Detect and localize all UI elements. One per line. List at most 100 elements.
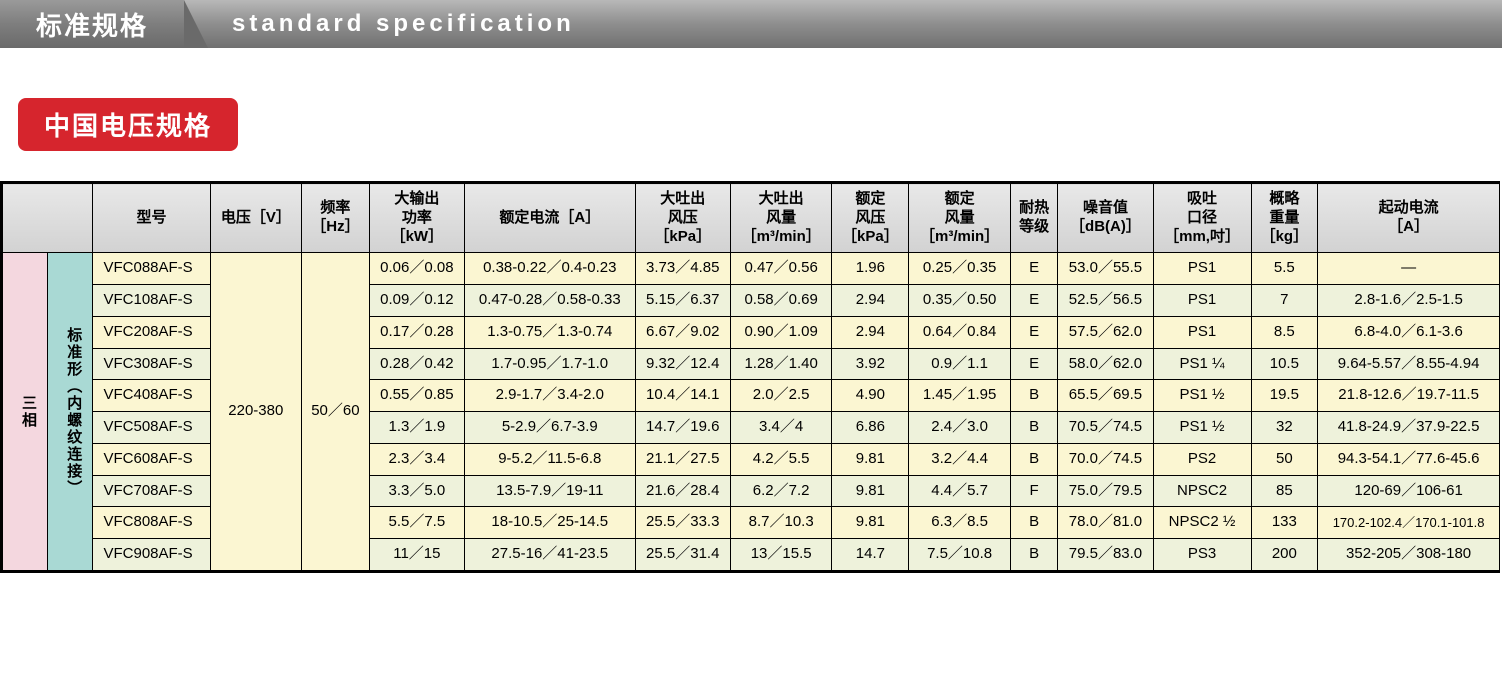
type-label: 标准形（内螺纹连接） xyxy=(48,253,93,572)
cell-power: 0.09／0.12 xyxy=(369,285,464,317)
cell-start: 21.8-12.6／19.7-11.5 xyxy=(1318,380,1500,412)
cell-heat: E xyxy=(1010,285,1057,317)
cell-start: — xyxy=(1318,253,1500,285)
cell-heat: B xyxy=(1010,539,1057,572)
cell-port: PS1 ½ xyxy=(1153,412,1251,444)
cell-current: 0.38-0.22／0.4-0.23 xyxy=(464,253,635,285)
col-freq: 频率［Hz］ xyxy=(302,183,370,253)
col-voltage: 电压［V］ xyxy=(210,183,302,253)
cell-power: 11／15 xyxy=(369,539,464,572)
cell-heat: B xyxy=(1010,443,1057,475)
cell-start: 41.8-24.9／37.9-22.5 xyxy=(1318,412,1500,444)
col-current: 额定电流［A］ xyxy=(464,183,635,253)
cell-model: VFC908AF-S xyxy=(93,539,210,572)
cell-model: VFC208AF-S xyxy=(93,316,210,348)
cell-power: 0.06／0.08 xyxy=(369,253,464,285)
cell-press_rated: 3.92 xyxy=(832,348,909,380)
cell-noise: 78.0／81.0 xyxy=(1058,507,1153,539)
col-port: 吸吐口径［mm,吋］ xyxy=(1153,183,1251,253)
cell-noise: 75.0／79.5 xyxy=(1058,475,1153,507)
cell-weight: 5.5 xyxy=(1251,253,1318,285)
cell-voltage: 220-380 xyxy=(210,253,302,572)
cell-flow_max: 0.47／0.56 xyxy=(730,253,832,285)
cell-flow_rated: 0.64／0.84 xyxy=(909,316,1011,348)
cell-press_max: 25.5／31.4 xyxy=(635,539,730,572)
cell-press_max: 3.73／4.85 xyxy=(635,253,730,285)
cell-model: VFC088AF-S xyxy=(93,253,210,285)
phase-label: 三相 xyxy=(2,253,48,572)
cell-noise: 70.5／74.5 xyxy=(1058,412,1153,444)
cell-press_rated: 4.90 xyxy=(832,380,909,412)
cell-current: 0.47-0.28／0.58-0.33 xyxy=(464,285,635,317)
cell-start: 6.8-4.0／6.1-3.6 xyxy=(1318,316,1500,348)
cell-noise: 65.5／69.5 xyxy=(1058,380,1153,412)
cell-weight: 19.5 xyxy=(1251,380,1318,412)
cell-flow_rated: 4.4／5.7 xyxy=(909,475,1011,507)
col-heat: 耐热等级 xyxy=(1010,183,1057,253)
col-weight: 概略重量［kg］ xyxy=(1251,183,1318,253)
cell-model: VFC108AF-S xyxy=(93,285,210,317)
cell-heat: B xyxy=(1010,507,1057,539)
cell-current: 5-2.9／6.7-3.9 xyxy=(464,412,635,444)
cell-model: VFC408AF-S xyxy=(93,380,210,412)
cell-freq: 50／60 xyxy=(302,253,370,572)
cell-press_max: 21.1／27.5 xyxy=(635,443,730,475)
cell-press_rated: 9.81 xyxy=(832,507,909,539)
cell-flow_max: 3.4／4 xyxy=(730,412,832,444)
cell-current: 9-5.2／11.5-6.8 xyxy=(464,443,635,475)
cell-press_max: 5.15／6.37 xyxy=(635,285,730,317)
cell-model: VFC708AF-S xyxy=(93,475,210,507)
cell-press_max: 6.67／9.02 xyxy=(635,316,730,348)
cell-current: 1.3-0.75／1.3-0.74 xyxy=(464,316,635,348)
cell-press_max: 10.4／14.1 xyxy=(635,380,730,412)
cell-port: NPSC2 xyxy=(1153,475,1251,507)
cell-model: VFC608AF-S xyxy=(93,443,210,475)
cell-current: 1.7-0.95／1.7-1.0 xyxy=(464,348,635,380)
cell-flow_max: 4.2／5.5 xyxy=(730,443,832,475)
cell-flow_max: 13／15.5 xyxy=(730,539,832,572)
cell-model: VFC508AF-S xyxy=(93,412,210,444)
cell-weight: 8.5 xyxy=(1251,316,1318,348)
cell-model: VFC808AF-S xyxy=(93,507,210,539)
cell-power: 5.5／7.5 xyxy=(369,507,464,539)
cell-flow_rated: 0.25／0.35 xyxy=(909,253,1011,285)
cell-port: PS2 xyxy=(1153,443,1251,475)
table-body: 三相标准形（内螺纹连接）VFC088AF-S220-38050／600.06／0… xyxy=(2,253,1500,572)
cell-power: 2.3／3.4 xyxy=(369,443,464,475)
cell-heat: B xyxy=(1010,412,1057,444)
cell-start: 94.3-54.1／77.6-45.6 xyxy=(1318,443,1500,475)
cell-port: PS1 ¼ xyxy=(1153,348,1251,380)
cell-model: VFC308AF-S xyxy=(93,348,210,380)
cell-heat: E xyxy=(1010,348,1057,380)
cell-power: 0.28／0.42 xyxy=(369,348,464,380)
cell-heat: E xyxy=(1010,316,1057,348)
cell-flow_max: 2.0／2.5 xyxy=(730,380,832,412)
cell-press_max: 14.7／19.6 xyxy=(635,412,730,444)
cell-press_rated: 14.7 xyxy=(832,539,909,572)
cell-flow_max: 8.7／10.3 xyxy=(730,507,832,539)
cell-start: 2.8-1.6／2.5-1.5 xyxy=(1318,285,1500,317)
cell-port: PS1 xyxy=(1153,253,1251,285)
cell-weight: 133 xyxy=(1251,507,1318,539)
cell-weight: 32 xyxy=(1251,412,1318,444)
cell-flow_rated: 3.2／4.4 xyxy=(909,443,1011,475)
cell-weight: 10.5 xyxy=(1251,348,1318,380)
cell-noise: 70.0／74.5 xyxy=(1058,443,1153,475)
cell-start: 170.2-102.4／170.1-101.8 xyxy=(1318,507,1500,539)
cell-heat: F xyxy=(1010,475,1057,507)
cell-flow_max: 0.58／0.69 xyxy=(730,285,832,317)
cell-port: PS3 xyxy=(1153,539,1251,572)
cell-noise: 57.5／62.0 xyxy=(1058,316,1153,348)
cell-press_rated: 2.94 xyxy=(832,285,909,317)
cell-flow_rated: 0.35／0.50 xyxy=(909,285,1011,317)
cell-flow_rated: 6.3／8.5 xyxy=(909,507,1011,539)
cell-port: PS1 ½ xyxy=(1153,380,1251,412)
cell-weight: 200 xyxy=(1251,539,1318,572)
cell-power: 1.3／1.9 xyxy=(369,412,464,444)
section-badge: 中国电压规格 xyxy=(18,98,238,151)
cell-weight: 85 xyxy=(1251,475,1318,507)
header-title-en: standard specification xyxy=(184,0,1502,48)
cell-press_max: 25.5／33.3 xyxy=(635,507,730,539)
cell-press_rated: 9.81 xyxy=(832,443,909,475)
spec-table: 型号 电压［V］ 频率［Hz］ 大输出功率［kW］ 额定电流［A］ 大吐出风压［… xyxy=(0,181,1500,573)
